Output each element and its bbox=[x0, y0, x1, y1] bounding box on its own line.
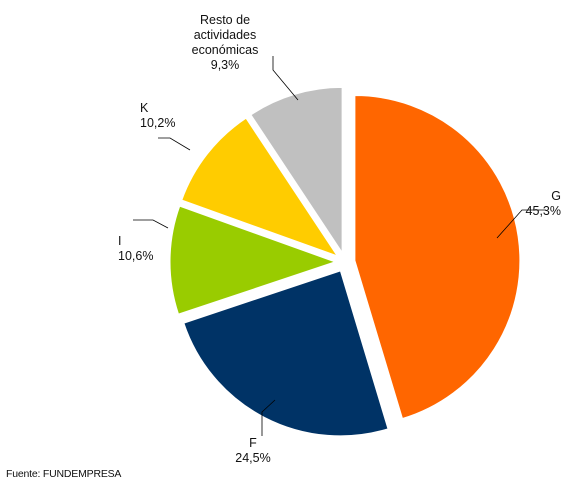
slice-label: K 10,2% bbox=[140, 101, 175, 130]
slice-label: I 10,6% bbox=[118, 234, 153, 263]
leader-line bbox=[261, 399, 276, 436]
leader-line bbox=[158, 137, 191, 151]
pie-slice-f bbox=[183, 270, 389, 437]
pie-slice-i bbox=[169, 205, 337, 315]
slice-labels: G 45,3% F 24,5% I 10,6% K 10,2% Resto de activida… bbox=[118, 13, 561, 465]
leader-line bbox=[133, 219, 169, 229]
slice-value-label: 24,5% bbox=[235, 451, 270, 465]
slice-category-label: G bbox=[551, 189, 561, 203]
pie-slices bbox=[169, 86, 521, 437]
slice-category-label: I bbox=[118, 234, 121, 248]
slice-value-label: 10,2% bbox=[140, 116, 175, 130]
slice-label: G 45,3% bbox=[526, 189, 561, 218]
pie-slice-resto-de bbox=[250, 86, 343, 255]
slice-label: F 24,5% bbox=[235, 436, 270, 465]
slice-category-label: Resto de bbox=[200, 13, 250, 27]
slice-category-label: K bbox=[140, 101, 149, 115]
slice-category-label: F bbox=[249, 436, 257, 450]
leader-lines bbox=[133, 56, 546, 436]
pie-slice-k bbox=[181, 117, 339, 257]
slice-value-label: 9,3% bbox=[211, 58, 240, 72]
source-note: Fuente: FUNDEMPRESA bbox=[6, 468, 122, 480]
leader-line bbox=[272, 56, 299, 101]
leader-line bbox=[496, 209, 546, 239]
slice-category-label: económicas bbox=[192, 43, 259, 57]
pie-slice-g bbox=[354, 95, 521, 420]
slice-category-label: actividades bbox=[194, 28, 257, 42]
slice-value-label: 45,3% bbox=[526, 204, 561, 218]
slice-value-label: 10,6% bbox=[118, 249, 153, 263]
slice-label: Resto de actividades económicas 9,3% bbox=[192, 13, 259, 72]
